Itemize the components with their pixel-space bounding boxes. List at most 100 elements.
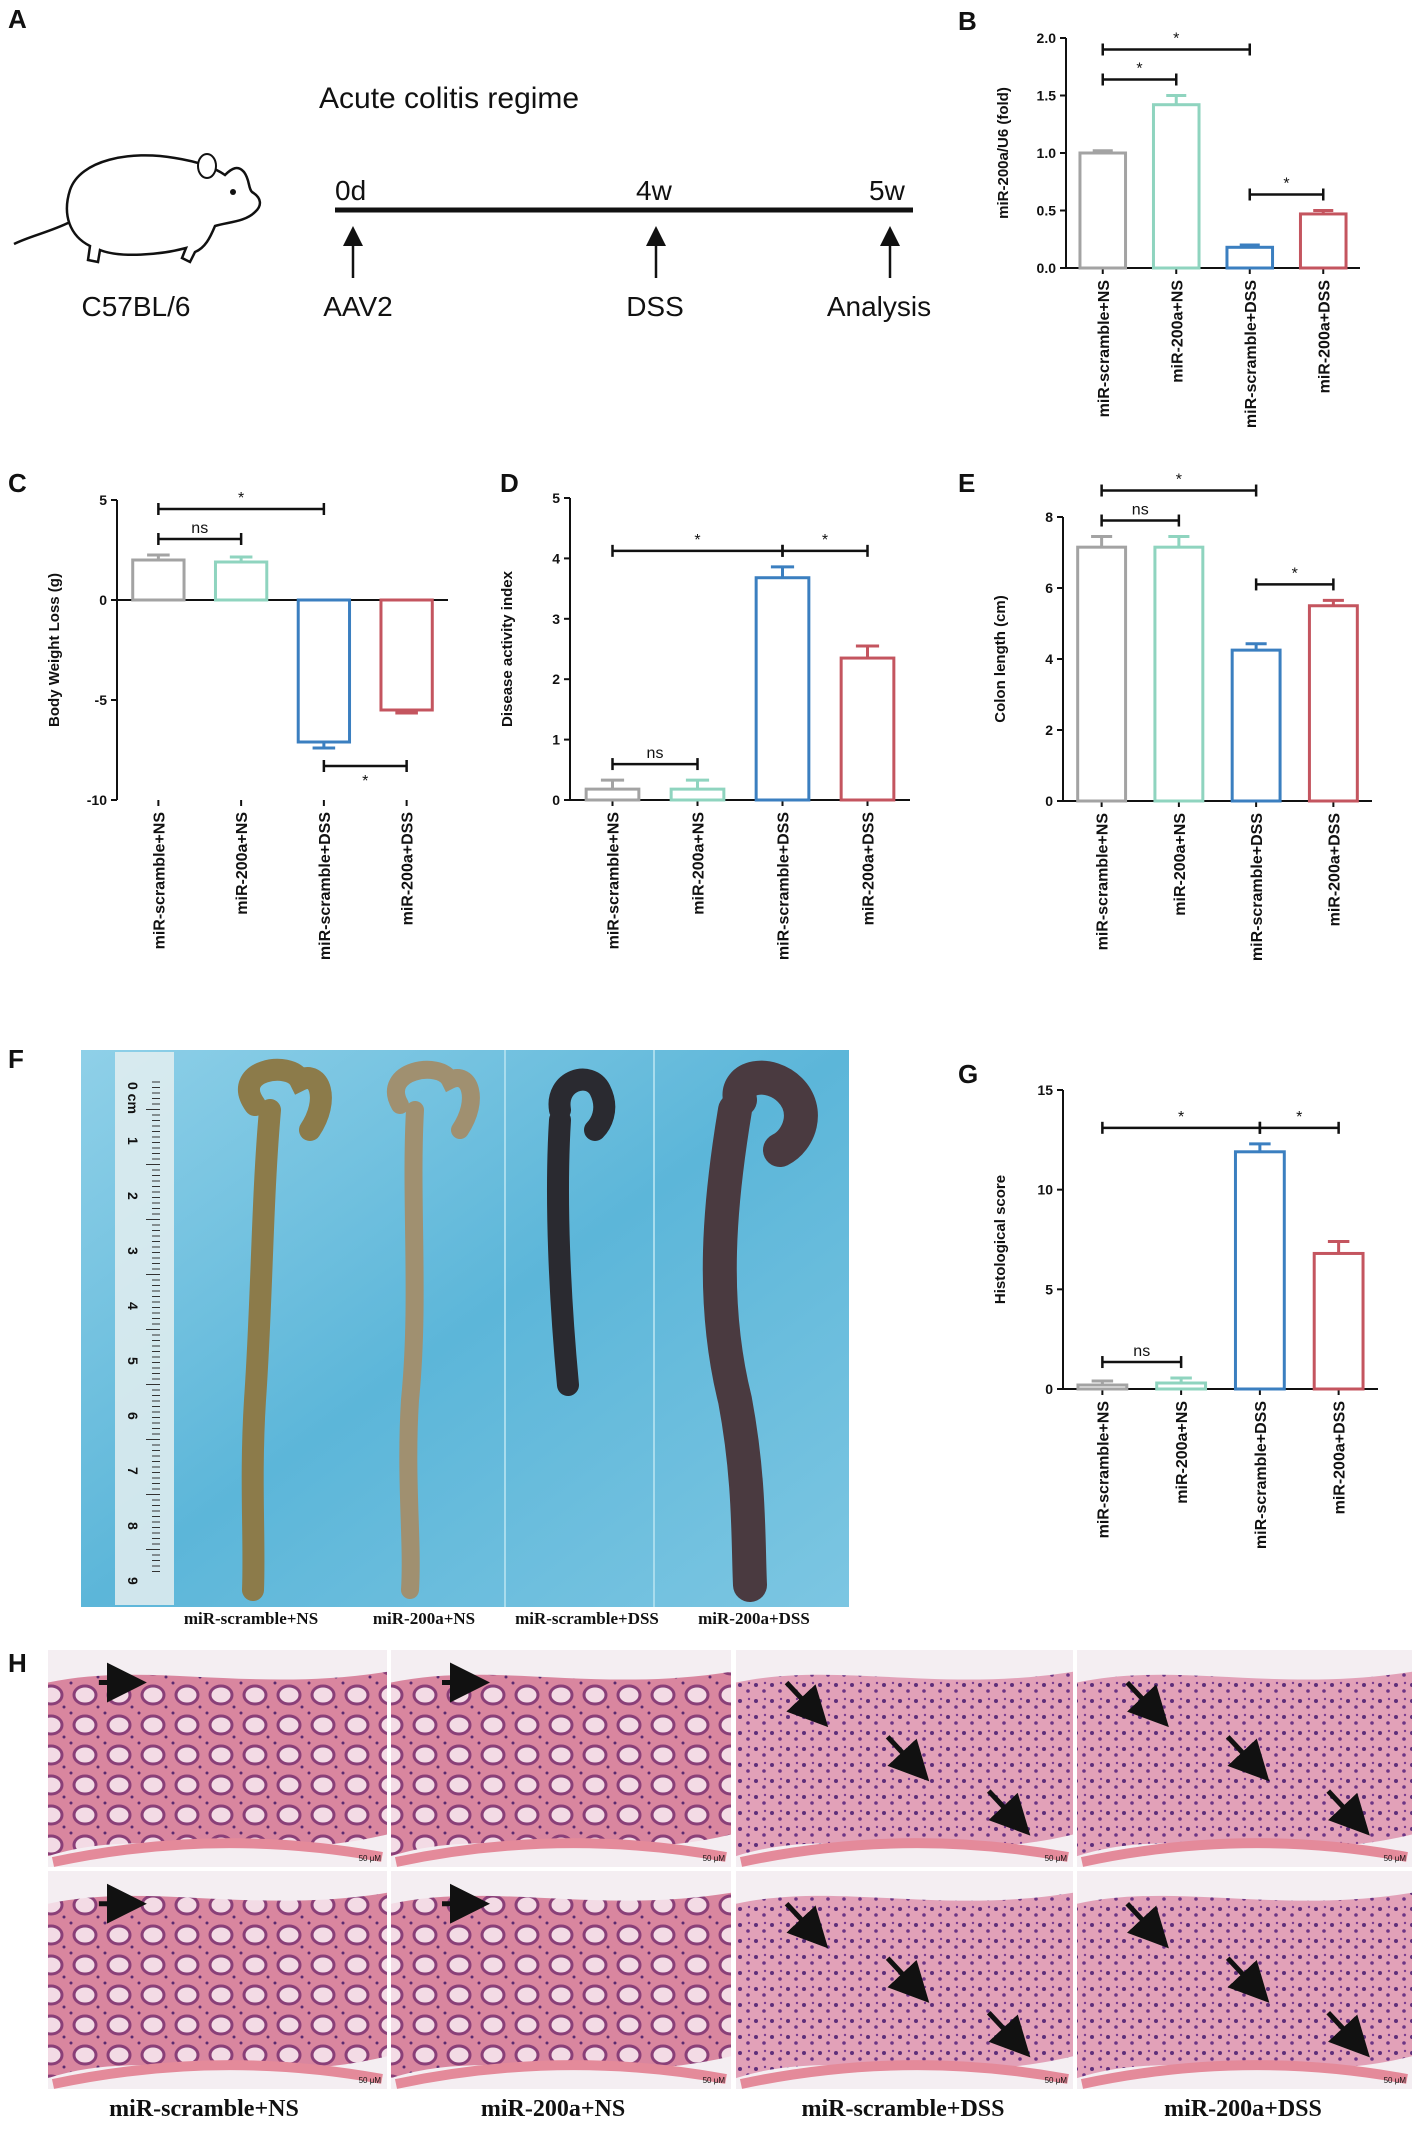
y-tick-label: 0 — [552, 792, 560, 808]
x-tick-label: miR-scramble+NS — [1095, 813, 1112, 951]
timepoint: 4w — [636, 175, 673, 206]
bar-chart: D 0 1 2 3 4 5 Disease activity index miR-scrambl… — [499, 468, 910, 960]
muscle-layer — [1080, 2060, 1408, 2089]
y-tick-label: 5 — [1045, 1281, 1053, 1297]
x-tick-label: miR-scramble+NS — [606, 812, 623, 950]
group-label: miR-200a+NS — [373, 1609, 475, 1628]
scale-bar-label: 50 μM — [1384, 2076, 1407, 2085]
x-tick-label: miR-200a+NS — [691, 812, 708, 915]
significance-label: * — [1178, 1109, 1184, 1126]
bar — [1225, 245, 1275, 270]
arrow — [1125, 1901, 1169, 1949]
bar — [1078, 151, 1128, 270]
group-label: miR-scramble+DSS — [515, 1609, 659, 1628]
y-tick-label: 8 — [1045, 509, 1053, 525]
bar — [379, 598, 434, 712]
arrow — [885, 1956, 930, 2003]
charts: B 0.0 0.5 1.0 1.5 2.0 miR-200a/U6 (fold) miR-sc… — [8, 6, 1378, 1549]
tissue — [48, 1671, 387, 1857]
tissue — [48, 1892, 387, 2079]
tissue — [391, 1892, 731, 2079]
significance-label: * — [1296, 1109, 1302, 1126]
scale-bar-label: 50 μM — [1045, 1854, 1068, 1863]
ruler-label: 3 — [125, 1247, 141, 1255]
muscle-layer — [394, 2060, 727, 2089]
panel-label: A — [8, 4, 27, 34]
x-tick-label: miR-scramble+NS — [1096, 280, 1113, 418]
colon — [387, 1060, 480, 1599]
x-tick-label: miR-scramble+DSS — [1249, 813, 1266, 961]
arrow — [986, 2010, 1031, 2058]
muscle-layer — [739, 1838, 1069, 1867]
muscle-layer — [1080, 1838, 1408, 1867]
muscle-layer — [739, 2060, 1069, 2089]
x-tick-label: miR-200a+NS — [1174, 1401, 1191, 1504]
colon — [702, 1060, 818, 1602]
y-axis-label: miR-200a/U6 (fold) — [995, 87, 1012, 219]
x-tick-label: miR-200a+DSS — [1326, 813, 1343, 927]
bar — [1076, 1383, 1129, 1391]
arrow — [1225, 1735, 1270, 1782]
event-label: AAV2 — [323, 291, 393, 322]
strain-label: C57BL/6 — [82, 291, 191, 322]
group-label: miR-scramble+NS — [184, 1609, 318, 1628]
significance-label: * — [1283, 176, 1289, 193]
y-tick-label: -5 — [95, 692, 108, 708]
significance-label: ns — [1132, 502, 1149, 519]
scale-bar-label: 50 μM — [1045, 2076, 1068, 2085]
group-label: miR-scramble+DSS — [802, 2096, 1005, 2122]
y-tick-label: 4 — [1045, 651, 1053, 667]
tissue — [1077, 1671, 1412, 1857]
group-label: miR-200a+DSS — [1164, 2096, 1322, 2122]
x-tick-label: miR-scramble+NS — [151, 812, 168, 950]
colon — [547, 1068, 616, 1396]
muscle-layer — [51, 2060, 383, 2089]
y-tick-label: 1 — [552, 732, 560, 748]
y-tick-label: 1.0 — [1037, 145, 1057, 161]
bar-chart: G 0 5 10 15 Histological score miR-scramble+NS… — [958, 1059, 1378, 1549]
x-tick-label: miR-scramble+DSS — [317, 812, 334, 960]
x-tick-label: miR-200a+DSS — [861, 812, 878, 926]
colon — [238, 1058, 332, 1601]
scale-bar-label: 50 μM — [359, 2076, 382, 2085]
y-tick-label: 15 — [1037, 1082, 1053, 1098]
y-axis-label: Disease activity index — [499, 570, 516, 727]
bar — [584, 787, 641, 802]
y-tick-label: 5 — [99, 492, 107, 508]
panel-label: B — [958, 6, 977, 36]
panel-h: H miR-scramble+NS miR-200a+NS miR-scramb… — [8, 1648, 1412, 2122]
x-tick-label: miR-200a+NS — [1169, 280, 1186, 383]
significance-label: ns — [191, 520, 208, 537]
bar — [1151, 103, 1201, 270]
significance-label: * — [1292, 565, 1298, 582]
significance-label: * — [822, 532, 828, 549]
scale-bar-label: 50 μM — [703, 2076, 726, 2085]
x-tick-label: miR-scramble+DSS — [1243, 280, 1260, 428]
bar-chart: B 0.0 0.5 1.0 1.5 2.0 miR-200a/U6 (fold) miR-sc… — [958, 6, 1360, 428]
arrow — [784, 1680, 829, 1728]
y-axis-label: Colon length (cm) — [992, 595, 1009, 723]
bar — [839, 656, 896, 802]
bar — [131, 558, 186, 602]
bar — [213, 560, 269, 602]
ruler — [115, 1052, 174, 1605]
y-tick-label: 10 — [1037, 1182, 1053, 1198]
tissue — [1077, 1892, 1412, 2079]
significance-label: ns — [647, 745, 664, 762]
arrow — [1125, 1680, 1169, 1728]
tissue — [391, 1671, 731, 1857]
x-tick-label: miR-200a+NS — [234, 812, 251, 915]
y-tick-label: 6 — [1045, 580, 1053, 596]
bar — [1233, 1150, 1286, 1391]
x-tick-label: miR-200a+DSS — [1332, 1401, 1349, 1515]
bar — [669, 787, 726, 802]
y-tick-label: 0 — [1045, 1381, 1053, 1397]
bar-chart: C -10 -5 0 5 Body Weight Loss (g) miR-scramble… — [8, 468, 448, 960]
timepoint: 0d — [335, 175, 366, 206]
ruler-label: 1 — [125, 1137, 141, 1145]
group-label: miR-200a+NS — [481, 2096, 625, 2122]
bar — [754, 576, 811, 802]
y-tick-label: 2.0 — [1037, 30, 1057, 46]
group-label: miR-scramble+NS — [109, 2096, 299, 2122]
